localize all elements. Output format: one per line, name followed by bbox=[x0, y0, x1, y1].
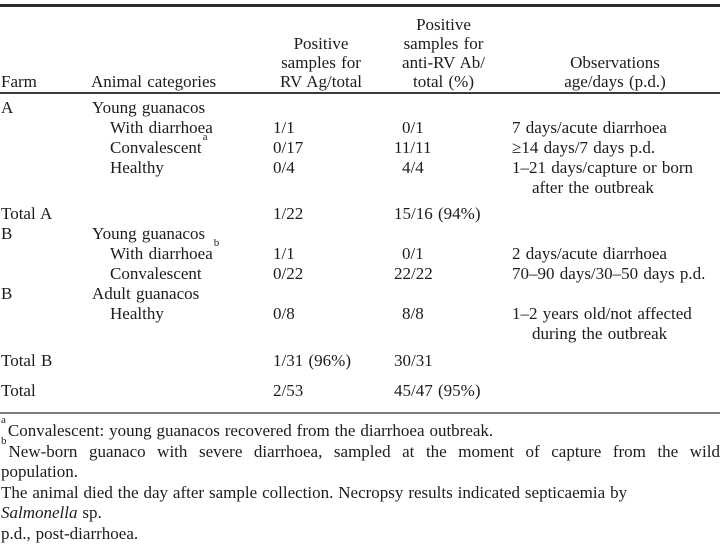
header-rule bbox=[0, 92, 720, 94]
cell-rv-ag: 0/17 bbox=[273, 138, 304, 157]
header-rv-ag: Positive samples for RV Ag/total bbox=[280, 34, 362, 91]
table-row: Healthy 0/4 4/4 1–21 days/capture or bor… bbox=[0, 158, 720, 198]
footnotes: aConvalescent: young guanacos recovered … bbox=[0, 414, 720, 544]
cell-rv-ab: 4/4 bbox=[402, 158, 424, 177]
cell-rv-ag: 1/31 (96%) bbox=[273, 351, 351, 370]
observation-text: 7 days/acute diarrhoea bbox=[512, 118, 667, 137]
table-row: With diarrhoeab 1/1 0/1 2 days/acute dia… bbox=[0, 238, 720, 264]
table-row: Convalescenta 0/17 11/11 ≥14 days/7 days… bbox=[0, 132, 720, 158]
cell-observations: 70–90 days/30–50 days p.d. bbox=[510, 264, 720, 284]
cell-rv-ag: 2/53 bbox=[273, 381, 304, 400]
salmonella-italic: Salmonella bbox=[1, 503, 78, 522]
header-animal: Animal categories bbox=[91, 72, 217, 91]
footnote-a: aConvalescent: young guanacos recovered … bbox=[0, 415, 720, 442]
cell-rv-ab: 15/16 (94%) bbox=[394, 204, 481, 223]
cell-rv-ab: 0/1 bbox=[402, 118, 424, 137]
cell-animal: With diarrhoeab bbox=[90, 238, 265, 264]
cell-rv-ag: 1/22 bbox=[273, 204, 304, 223]
footnote-marker-a: a bbox=[202, 131, 208, 144]
cell-farm: B bbox=[1, 224, 13, 243]
cell-rv-ab: 11/11 bbox=[394, 138, 432, 157]
cell-rv-ab: 22/22 bbox=[394, 264, 433, 283]
cell-rv-ab: 8/8 bbox=[402, 304, 424, 323]
table-row: Convalescent 0/22 22/22 70–90 days/30–50… bbox=[0, 264, 720, 284]
cell-animal: Adult guanacos bbox=[92, 284, 200, 303]
table-header-row: Farm Animal categories Positive samples … bbox=[0, 7, 720, 92]
cell-farm: Total B bbox=[1, 351, 53, 370]
table-row: Healthy 0/8 8/8 1–2 years old/not affect… bbox=[0, 304, 720, 344]
cell-animal: Young guanacos bbox=[92, 224, 206, 243]
footnote-a-marker: a bbox=[1, 414, 6, 427]
cell-rv-ag: 0/8 bbox=[273, 304, 295, 323]
cell-rv-ag: 1/1 bbox=[273, 244, 295, 263]
observation-text: ≥14 days/7 days p.d. bbox=[512, 138, 656, 157]
cell-animal: Convalescent bbox=[110, 264, 202, 283]
table-body: A Young guanacos With diarrhoea 1/1 0/1 … bbox=[0, 94, 720, 401]
cell-animal: With diarrhoea bbox=[110, 118, 213, 137]
cell-rv-ag: 1/1 bbox=[273, 118, 295, 137]
footnote-marker-b: b bbox=[213, 237, 220, 250]
observation-text: 70–90 days/30–50 days p.d. bbox=[512, 264, 706, 283]
cell-animal: Healthy bbox=[110, 304, 164, 323]
cell-farm: A bbox=[1, 98, 14, 117]
cell-rv-ag: 0/4 bbox=[273, 158, 295, 177]
footnote-b-line2: population. bbox=[1, 462, 78, 481]
cell-rv-ab: 30/31 bbox=[394, 351, 433, 370]
cell-observations: 1–21 days/capture or born after the outb… bbox=[510, 158, 720, 198]
cell-animal: Young guanacos bbox=[92, 98, 206, 117]
footnote-b-text: New-born guanaco with severe diarrhoea, … bbox=[8, 441, 720, 461]
header-observations: Observations age/days (p.d.) bbox=[564, 53, 666, 91]
table-row: With diarrhoea 1/1 0/1 7 days/acute diar… bbox=[0, 118, 720, 138]
table-row: B Young guanacos bbox=[0, 224, 720, 244]
cell-observations: ≥14 days/7 days p.d. bbox=[510, 138, 720, 158]
footer-rule bbox=[0, 412, 720, 414]
animal-category-label: With diarrhoea bbox=[110, 244, 213, 263]
footnote-necropsy-line2: Salmonella sp. bbox=[0, 503, 720, 524]
footnote-a-text: Convalescent: young guanacos recovered f… bbox=[7, 421, 494, 440]
cell-observations: 1–2 years old/not affected during the ou… bbox=[510, 304, 720, 344]
cell-farm: Total bbox=[1, 381, 36, 400]
observation-text: 2 days/acute diarrhoea bbox=[512, 244, 667, 263]
footnote-pd: p.d., post-diarrhoea. bbox=[1, 523, 139, 543]
table-row: A Young guanacos bbox=[0, 98, 720, 118]
table-row-total: Total 2/53 45/47 (95%) bbox=[0, 381, 720, 401]
cell-observations: 2 days/acute diarrhoea bbox=[510, 244, 720, 264]
cell-rv-ab: 0/1 bbox=[402, 244, 424, 263]
footnote-necropsy-line1: The animal died the day after sample col… bbox=[1, 482, 628, 502]
header-farm: Farm bbox=[1, 72, 37, 91]
footnote-b-line1: bNew-born guanaco with severe diarrhoea,… bbox=[0, 435, 720, 463]
observation-text-continued: during the outbreak bbox=[532, 324, 668, 343]
animal-category-label: Convalescent bbox=[110, 138, 202, 157]
observation-text-continued: after the outbreak bbox=[532, 178, 654, 197]
observation-text: 1–2 years old/not affected bbox=[512, 304, 692, 323]
top-rule bbox=[0, 4, 720, 7]
cell-farm: B bbox=[1, 284, 13, 303]
cell-animal: Convalescenta bbox=[90, 132, 265, 158]
header-rv-ab: Positive samples for anti-RV Ab/ total (… bbox=[402, 15, 485, 91]
footnote-b-marker: b bbox=[1, 434, 7, 447]
observation-text: 1–21 days/capture or born bbox=[512, 158, 694, 177]
table-row-total-b: Total B 1/31 (96%) 30/31 bbox=[0, 351, 720, 371]
table-row: B Adult guanacos bbox=[0, 284, 720, 304]
cell-rv-ab: 45/47 (95%) bbox=[394, 381, 481, 400]
table-row-total-a: Total A 1/22 15/16 (94%) bbox=[0, 204, 720, 224]
cell-rv-ag: 0/22 bbox=[273, 264, 304, 283]
cell-animal: Healthy bbox=[110, 158, 164, 177]
sp-text: sp. bbox=[77, 503, 102, 522]
cell-observations: 7 days/acute diarrhoea bbox=[510, 118, 720, 138]
cell-farm: Total A bbox=[1, 204, 53, 223]
